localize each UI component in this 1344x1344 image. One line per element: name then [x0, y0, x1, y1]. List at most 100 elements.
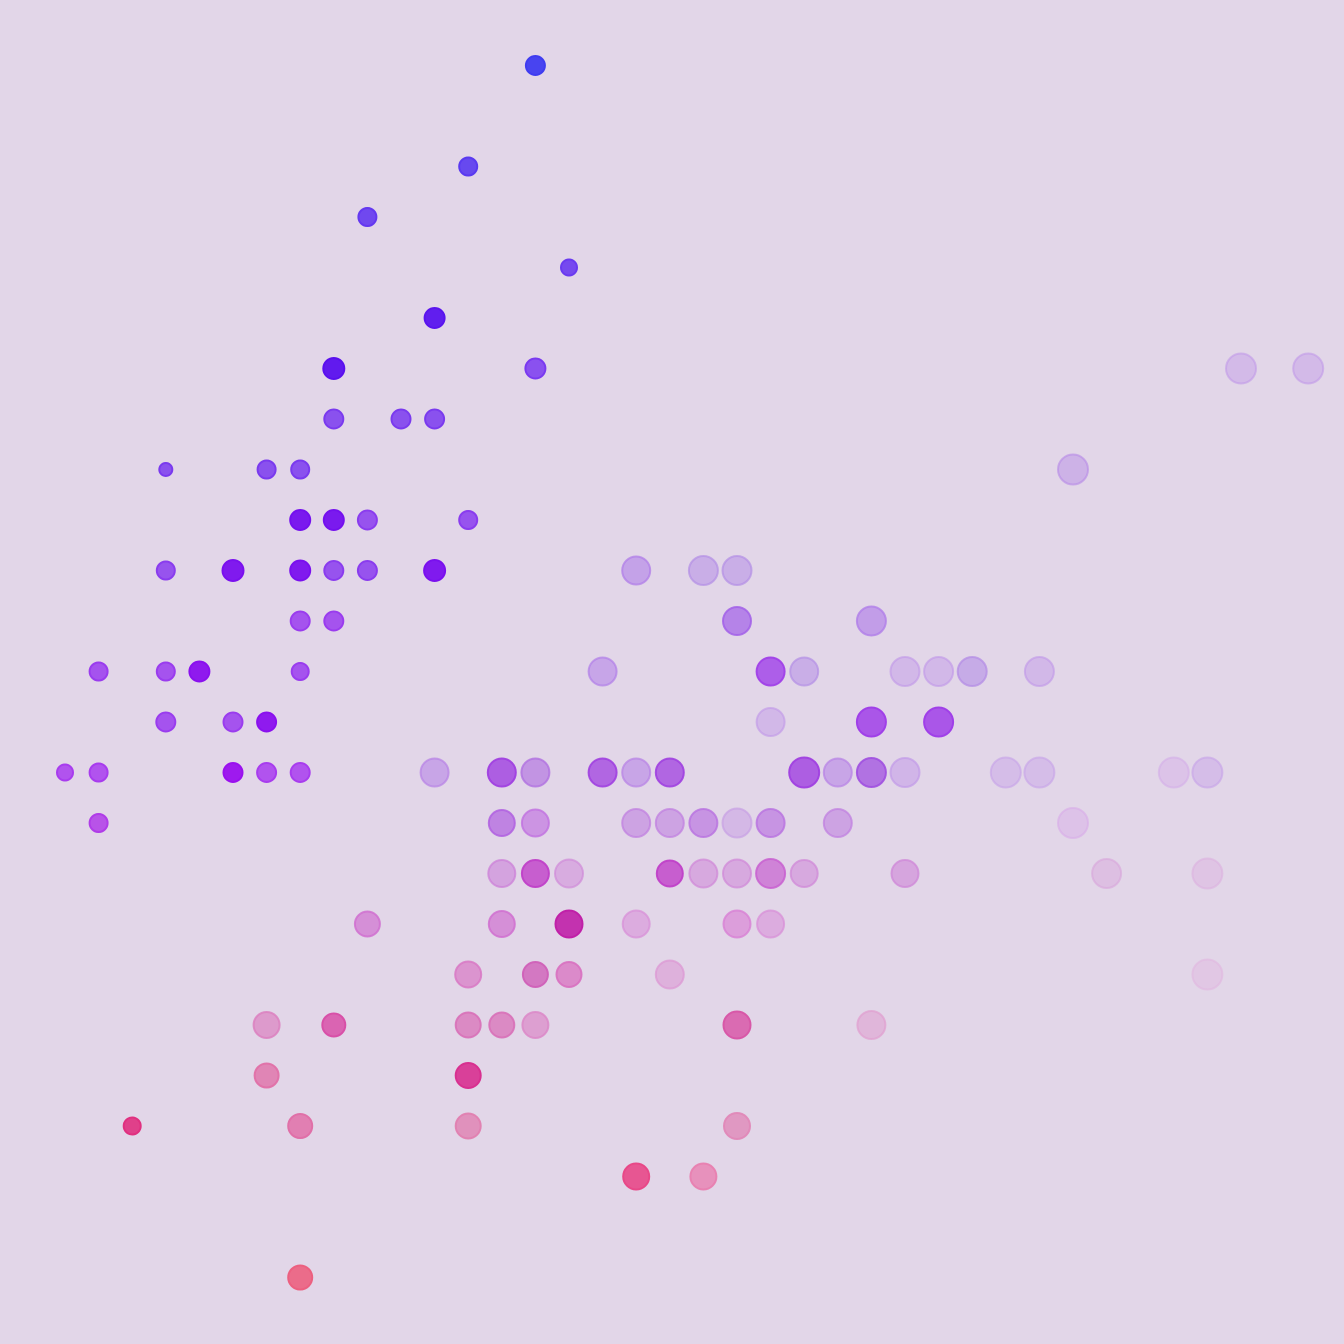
scatter-point	[723, 1112, 751, 1140]
scatter-point	[560, 258, 578, 277]
scatter-point	[122, 1116, 142, 1136]
scatter-point	[555, 961, 583, 988]
points-layer	[56, 55, 1325, 1291]
scatter-point	[890, 859, 920, 888]
scatter-point	[454, 1011, 482, 1039]
scatter-point	[689, 1162, 718, 1191]
scatter-point	[221, 559, 245, 582]
scatter-point	[155, 711, 177, 733]
scatter-point	[687, 555, 719, 586]
scatter-point	[323, 560, 345, 581]
scatter-point	[487, 809, 516, 837]
scatter-point	[88, 661, 109, 682]
scatter-point	[755, 707, 786, 737]
scatter-point	[88, 813, 109, 833]
scatter-point	[855, 706, 887, 738]
scatter-point	[256, 459, 277, 480]
scatter-point	[788, 756, 821, 789]
scatter-point	[622, 1162, 651, 1191]
scatter-point	[1023, 656, 1055, 687]
scatter-point	[923, 706, 955, 738]
scatter-point	[755, 808, 786, 838]
scatter-point	[158, 462, 174, 477]
scatter-point	[486, 757, 517, 788]
scatter-point	[1091, 858, 1123, 889]
scatter-point	[655, 859, 684, 888]
scatter-point	[1191, 756, 1224, 789]
scatter-point	[322, 509, 345, 531]
scatter-point	[423, 559, 447, 582]
scatter-point	[524, 55, 546, 76]
scatter-point	[789, 859, 819, 888]
scatter-point	[856, 1010, 887, 1040]
scatter-point	[621, 555, 652, 586]
scatter-point	[357, 207, 378, 227]
scatter-point	[321, 1012, 347, 1038]
scatter-point	[222, 711, 244, 733]
scatter-point	[855, 757, 887, 788]
scatter-point	[889, 656, 921, 687]
scatter-point	[287, 1264, 314, 1291]
scatter-point	[488, 1011, 516, 1039]
scatter-point	[722, 909, 752, 939]
scatter-point	[855, 605, 887, 637]
scatter-point	[1157, 756, 1190, 789]
scatter-point	[458, 510, 479, 530]
scatter-point	[290, 662, 310, 681]
scatter-point	[419, 757, 450, 788]
scatter-point	[621, 909, 651, 939]
scatter-point	[423, 307, 446, 329]
scatter-point	[290, 459, 311, 480]
scatter-point	[721, 555, 753, 586]
scatter-point	[654, 757, 685, 788]
scatter-point	[1191, 958, 1224, 991]
scatter-point	[520, 859, 550, 888]
scatter-point	[521, 1011, 550, 1039]
scatter-point	[722, 606, 752, 636]
scatter-point	[587, 757, 618, 788]
scatter-point	[487, 910, 516, 938]
scatter-point	[487, 859, 517, 888]
scatter-point	[621, 808, 652, 838]
scatter-point	[289, 762, 311, 783]
scatter-point	[256, 762, 278, 783]
scatter-point	[587, 656, 618, 687]
scatter-point	[88, 762, 109, 783]
scatter-point	[654, 808, 685, 838]
scatter-point	[287, 1113, 314, 1139]
scatter-point	[454, 1112, 482, 1140]
scatter-point	[289, 610, 311, 632]
scatter-point	[323, 610, 345, 632]
scatter-point	[554, 858, 584, 889]
scatter-point	[1057, 807, 1089, 839]
scatter-point	[289, 509, 312, 531]
scatter-point	[755, 858, 787, 889]
scatter-point	[356, 560, 378, 581]
scatter-point	[155, 560, 176, 581]
scatter-point	[1191, 857, 1224, 890]
scatter-point	[756, 909, 786, 939]
scatter-point	[390, 408, 412, 430]
scatter-point	[56, 763, 74, 782]
scatter-point	[252, 1011, 281, 1039]
scatter-point	[256, 711, 278, 733]
scatter-point	[1225, 352, 1257, 385]
scatter-point	[323, 408, 345, 430]
scatter-point	[253, 1062, 280, 1089]
scatter-point	[722, 1010, 752, 1040]
scatter-point	[322, 357, 346, 380]
scatter-point	[554, 909, 584, 939]
scatter-point	[524, 357, 547, 380]
scatter-point	[654, 959, 685, 990]
scatter-point	[454, 960, 483, 989]
scatter-point	[1292, 352, 1325, 385]
scatter-point	[688, 858, 719, 889]
scatter-point	[1023, 756, 1056, 789]
scatter-point	[222, 762, 244, 783]
scatter-point	[822, 757, 853, 788]
scatter-point	[889, 757, 921, 788]
scatter-point	[755, 656, 786, 687]
scatter-point	[989, 756, 1022, 789]
